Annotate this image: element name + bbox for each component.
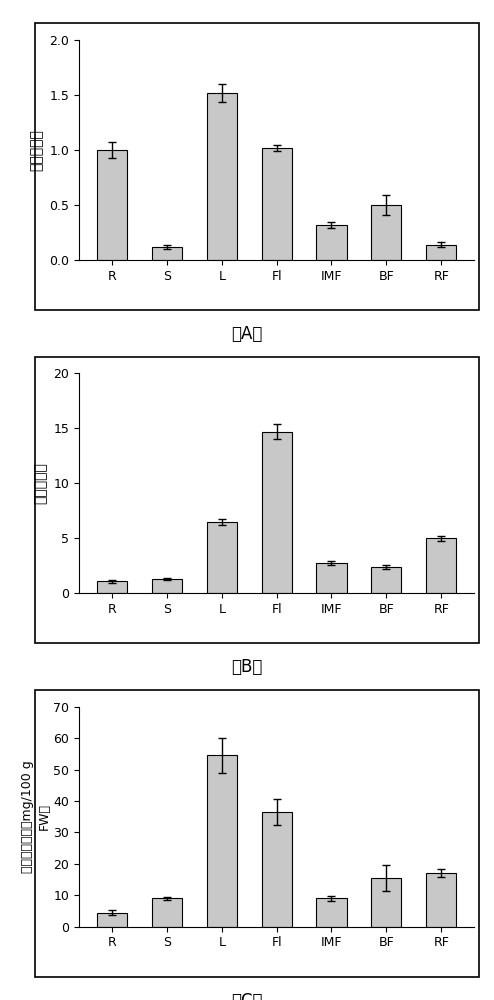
Bar [316, 225, 347, 260]
Bar [316, 563, 347, 593]
Y-axis label: 相对表达量: 相对表达量 [34, 462, 48, 504]
Bar [152, 579, 182, 593]
Bar [97, 581, 127, 593]
Bar [97, 150, 127, 260]
Bar [371, 567, 402, 593]
Bar [371, 205, 402, 260]
Bar [261, 148, 292, 260]
Text: （B）: （B） [231, 658, 263, 676]
Bar [152, 247, 182, 260]
Bar [426, 538, 456, 593]
Text: （C）: （C） [231, 992, 263, 1000]
Bar [426, 873, 456, 927]
Bar [206, 93, 237, 260]
Bar [261, 432, 292, 593]
Y-axis label: 相对表达量: 相对表达量 [30, 129, 44, 171]
Bar [206, 522, 237, 593]
Bar [261, 812, 292, 927]
Bar [152, 898, 182, 927]
Bar [426, 245, 456, 260]
Bar [316, 898, 347, 927]
Bar [97, 913, 127, 927]
Bar [206, 755, 237, 927]
Y-axis label: 抗坏血酸含量（mg/100 g
FW）: 抗坏血酸含量（mg/100 g FW） [21, 760, 50, 873]
Bar [371, 878, 402, 927]
Text: （A）: （A） [231, 325, 263, 343]
